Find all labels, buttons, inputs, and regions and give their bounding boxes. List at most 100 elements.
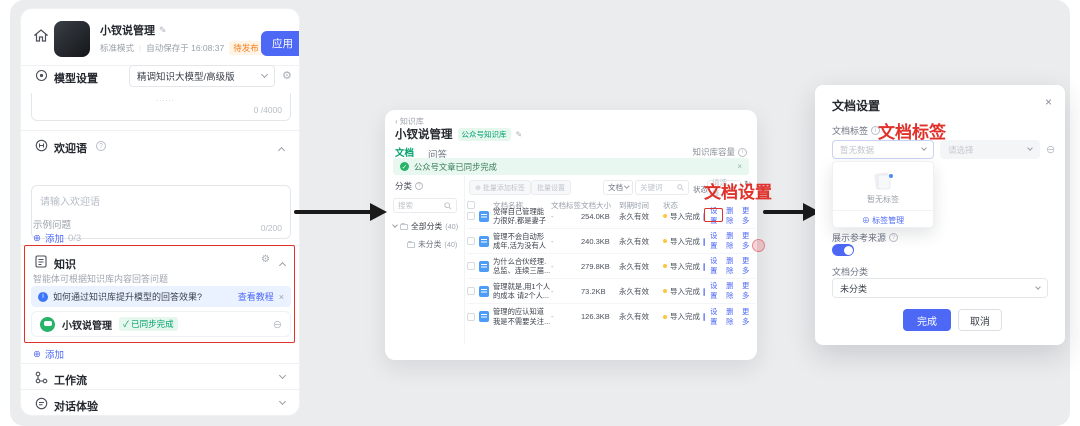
quote-icon[interactable]: ❙ [701, 261, 708, 271]
settings-action[interactable]: 设置 [710, 281, 718, 300]
tree-item-count: (40) [444, 240, 458, 249]
collapse-icon[interactable] [278, 261, 287, 270]
home-icon[interactable] [33, 29, 49, 47]
delete-action[interactable]: 删除 [726, 256, 734, 275]
edit-kb-icon[interactable]: ✎ [515, 129, 523, 139]
table-row[interactable]: 管理的应认知道我是不需要关注... - 126.3KB 永久有效 导入完成 ❙ 设… [467, 304, 755, 329]
quote-icon[interactable]: ❙ [701, 236, 708, 246]
tab-qa[interactable]: 问答 [428, 150, 448, 161]
settings-action[interactable]: 设置 [710, 231, 718, 250]
col-status: 状态 [663, 200, 678, 210]
collapse-icon[interactable] [277, 146, 286, 155]
more-action[interactable]: 更多 [742, 206, 750, 225]
row-checkbox[interactable] [467, 212, 475, 220]
table-row[interactable]: 管理就是,用1个人的成本 请2个人... - 73.2KB 永久有效 导入完成 … [467, 279, 755, 304]
knowledge-desc: 智能体可根据知识库内容回答问题 [33, 274, 169, 284]
tree-expand-icon[interactable] [392, 222, 398, 228]
knowledge-gear-icon[interactable]: ⚙ [261, 254, 270, 265]
source-toggle-label: 展示参考来源 [832, 233, 887, 243]
quote-icon[interactable]: ❙ [701, 312, 708, 321]
kb-capacity-label: 知识库容量 [692, 147, 735, 157]
cursor-stamp-marker [752, 239, 765, 252]
table-row[interactable]: 管理不会自动形成年,活为没有人反... - 240.3KB 永久有效 导入完成 … [467, 229, 755, 254]
settings-action[interactable]: 设置 [710, 206, 718, 225]
model-select[interactable]: 精调知识大模型/高级版 [129, 65, 275, 87]
search-icon [444, 201, 452, 210]
table-row[interactable]: 为什么合伙经理.总监、连续三届... - 279.8KB 永久有效 导入完成 ❙… [467, 254, 755, 279]
more-action[interactable]: 更多 [742, 306, 750, 326]
agent-config-panel: 小钗说管理 ✎ 标准模式 | 自动保存于 16:08:37 待发布 应用 模型设… [20, 8, 300, 416]
model-select-value: 精调知识大模型/高级版 [137, 72, 235, 83]
divider [21, 245, 299, 246]
confirm-button[interactable]: 完成 [903, 309, 951, 331]
keyword-search[interactable]: 关键词 [635, 180, 689, 195]
close-icon[interactable]: × [1044, 95, 1052, 109]
quote-icon[interactable]: ❙ [701, 211, 708, 221]
table-row[interactable]: 觉得自己管理能力很好,都是妻子(h... - 254.0KB 永久有效 导入完成… [467, 204, 755, 229]
more-action[interactable]: 更多 [742, 231, 750, 250]
knowledge-tip-text: 如何通过知识库提升模型的回答效果? [53, 292, 203, 302]
delete-action[interactable]: 删除 [726, 281, 734, 300]
batch-tag-button[interactable]: ⊕ 批量添加标签 [469, 180, 531, 195]
doc-name: 管理的应认知道我是不需要关注... [493, 307, 551, 326]
settings-action[interactable]: 设置 [710, 306, 718, 326]
divider: | [139, 43, 142, 53]
manage-tags-row[interactable]: ⊕ 标签管理 [833, 210, 933, 226]
welcome-textarea[interactable] [32, 186, 290, 238]
tree-item-label: 全部分类 [411, 222, 443, 231]
close-icon[interactable]: × [737, 162, 742, 171]
doc-type-select[interactable]: 文档 [603, 180, 633, 195]
doc-category-select[interactable]: 未分类 [832, 278, 1048, 298]
doc-tag: - [551, 236, 554, 246]
expand-icon[interactable] [278, 371, 287, 380]
settings-action[interactable]: 设置 [710, 256, 718, 275]
info-icon[interactable]: ? [889, 233, 899, 242]
refresh-icon[interactable]: ↻ [744, 179, 752, 189]
more-action[interactable]: 更多 [742, 281, 750, 300]
knowledge-item-row[interactable]: 小钗说管理 ✓ 已同步完成 ⊖ [31, 311, 291, 337]
batch-settings-button[interactable]: 批量设置 [531, 180, 571, 195]
tree-item-uncategorized[interactable]: 未分类 (40) [407, 239, 464, 250]
model-gear-icon[interactable]: ⚙ [282, 70, 292, 82]
tag-icon: ⊕ [475, 184, 481, 192]
row-checkbox[interactable] [467, 262, 475, 270]
close-icon[interactable]: × [278, 291, 284, 302]
edit-title-icon[interactable]: ✎ [159, 24, 167, 35]
tag-value-select[interactable]: 请选择 [940, 140, 1040, 159]
select-all-checkbox[interactable] [467, 201, 475, 209]
item-remove-icon[interactable]: ⊖ [272, 318, 282, 331]
apply-button[interactable]: 应用 [261, 31, 299, 56]
persona-textarea[interactable]: ⋯⋯ 0 /4000 [31, 93, 291, 121]
add-knowledge-button[interactable]: 添加 [44, 350, 64, 361]
examples-label: 示例问题 [33, 220, 72, 231]
manage-tags-link[interactable]: 标签管理 [872, 216, 905, 225]
row-checkbox[interactable] [467, 312, 475, 321]
cancel-button[interactable]: 取消 [958, 309, 1002, 331]
view-tutorial-link[interactable]: 查看教程 [237, 292, 274, 302]
status-filter-select[interactable]: 请选择 [707, 178, 741, 198]
doc-name: 觉得自己管理能力很好,都是妻子(h... [493, 206, 547, 226]
source-toggle[interactable] [832, 244, 854, 256]
breadcrumb[interactable]: ‹ 知识库 [395, 117, 424, 126]
category-search[interactable]: 搜索 [393, 198, 457, 213]
add-example-button[interactable]: 添加 [44, 234, 64, 245]
tag-key-select[interactable]: 暂无数据 [832, 140, 934, 159]
add-icon: ⊕ [33, 348, 41, 360]
quote-icon[interactable]: ❙ [701, 286, 708, 296]
more-action[interactable]: 更多 [742, 256, 750, 275]
row-checkbox[interactable] [467, 287, 475, 295]
help-icon[interactable]: ? [96, 141, 106, 151]
expand-icon[interactable] [278, 397, 287, 406]
delete-action[interactable]: 删除 [726, 306, 734, 326]
row-checkbox[interactable] [467, 237, 475, 245]
info-icon[interactable]: i [871, 126, 881, 135]
search-icon [677, 184, 684, 191]
remove-tag-row-icon[interactable]: ⊖ [1046, 144, 1056, 156]
info-icon[interactable]: i [738, 147, 747, 157]
document-settings-dialog: 文档设置 × 文档标签 i 暂无数据 请选择 ⊖ 暂无标签 ⊕ 标签管理 [815, 85, 1065, 345]
tree-item-all[interactable]: 全部分类 (40) [392, 221, 464, 232]
info-icon[interactable]: ? [415, 182, 424, 190]
delete-action[interactable]: 删除 [726, 231, 734, 250]
agent-avatar[interactable] [54, 21, 90, 57]
delete-action[interactable]: 删除 [726, 206, 734, 225]
